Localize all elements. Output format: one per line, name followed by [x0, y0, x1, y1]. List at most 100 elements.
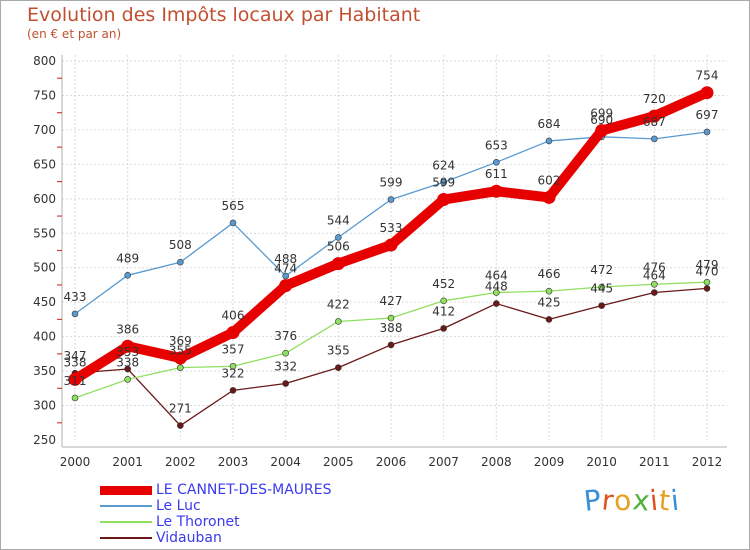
legend-label: Vidauban — [156, 530, 222, 546]
y-tick-label: 650 — [33, 157, 56, 171]
y-tick-label: 600 — [33, 192, 56, 206]
data-point-le-luc — [651, 135, 658, 143]
data-point-le-thoronet — [545, 287, 553, 295]
y-tick-label: 800 — [33, 54, 56, 68]
data-point-le-thoronet — [177, 364, 184, 371]
data-label-le-thoronet: 479 — [696, 258, 719, 272]
data-point-vidauban — [598, 302, 605, 309]
data-label-vidauban: 425 — [538, 295, 561, 309]
data-point-le-cannet-des-maures — [437, 193, 451, 207]
data-label-vidauban: 322 — [222, 366, 245, 380]
y-tick-label: 300 — [33, 399, 56, 413]
y-tick-label: 750 — [33, 88, 56, 102]
x-tick-label: 2012 — [692, 455, 723, 469]
data-label-le-luc: 599 — [380, 176, 403, 190]
data-label-vidauban: 355 — [327, 344, 350, 358]
data-point-le-cannet-des-maures — [331, 257, 345, 271]
data-point-vidauban — [124, 365, 131, 373]
data-point-le-cannet-des-maures — [226, 326, 240, 340]
data-label-le-cannet-des-maures: 754 — [696, 69, 719, 83]
legend-label: LE CANNET-DES-MAURES — [156, 482, 332, 498]
data-label-le-luc: 690 — [590, 113, 613, 127]
data-label-vidauban: 332 — [274, 359, 297, 373]
data-label-vidauban: 347 — [64, 349, 87, 363]
data-point-le-luc — [545, 137, 553, 145]
data-label-vidauban: 470 — [696, 264, 719, 278]
y-tick-label: 450 — [33, 295, 56, 309]
data-label-le-luc: 565 — [222, 199, 245, 213]
data-label-vidauban: 445 — [590, 282, 613, 296]
data-label-le-cannet-des-maures: 699 — [590, 107, 613, 121]
data-point-vidauban — [282, 380, 289, 387]
data-point-le-cannet-des-maures — [595, 124, 609, 138]
data-point-vidauban — [703, 285, 711, 292]
data-point-le-cannet-des-maures — [489, 184, 503, 198]
y-tick-label: 350 — [33, 364, 56, 378]
x-tick-label: 2009 — [534, 455, 565, 469]
data-point-le-luc — [124, 272, 131, 279]
data-label-le-cannet-des-maures: 533 — [380, 221, 403, 235]
data-point-le-luc — [71, 310, 79, 318]
data-label-vidauban: 353 — [116, 345, 139, 359]
proxiti-logo: Proxiti — [582, 483, 681, 518]
data-point-le-thoronet — [598, 283, 605, 291]
data-label-le-cannet-des-maures: 338 — [64, 355, 87, 369]
x-tick-label: 2003 — [218, 455, 249, 469]
x-tick-label: 2006 — [376, 455, 407, 469]
data-point-vidauban — [440, 325, 447, 332]
data-point-le-cannet-des-maures — [700, 86, 714, 100]
data-label-le-luc: 488 — [274, 252, 297, 266]
data-point-le-thoronet — [124, 376, 131, 383]
chart-title: Evolution des Impôts locaux par Habitant — [27, 4, 421, 26]
data-label-le-thoronet: 376 — [274, 329, 297, 343]
data-point-le-luc — [335, 234, 342, 241]
data-label-le-thoronet: 338 — [116, 355, 139, 369]
chart-subtitle: (en € et par an) — [27, 27, 122, 41]
data-point-vidauban — [387, 341, 395, 349]
legend-swatch — [100, 505, 152, 507]
data-label-le-cannet-des-maures: 386 — [116, 322, 139, 336]
data-label-le-thoronet: 476 — [643, 260, 666, 274]
y-tick-label: 700 — [33, 123, 56, 137]
x-tick-label: 2008 — [481, 455, 512, 469]
data-point-le-luc — [440, 178, 447, 186]
data-point-le-cannet-des-maures — [121, 339, 135, 353]
data-label-le-cannet-des-maures: 599 — [432, 176, 455, 190]
data-label-vidauban: 412 — [432, 304, 455, 318]
data-label-le-luc: 624 — [432, 158, 455, 172]
data-point-le-cannet-des-maures — [647, 109, 661, 123]
data-point-le-thoronet — [440, 297, 447, 305]
data-label-le-cannet-des-maures: 474 — [274, 262, 297, 276]
data-point-vidauban — [177, 422, 184, 429]
data-point-le-cannet-des-maures — [542, 190, 556, 204]
data-point-le-luc — [282, 272, 289, 280]
data-point-vidauban — [651, 289, 658, 296]
data-label-le-luc: 508 — [169, 238, 192, 252]
data-label-le-thoronet: 427 — [380, 294, 403, 308]
data-label-le-cannet-des-maures: 602 — [538, 173, 561, 187]
data-point-le-thoronet — [387, 314, 395, 322]
data-point-le-cannet-des-maures — [173, 351, 187, 365]
legend-swatch — [100, 521, 152, 523]
data-point-le-cannet-des-maures — [279, 279, 293, 293]
x-tick-label: 2001 — [112, 455, 143, 469]
data-point-vidauban — [229, 387, 237, 394]
x-tick-label: 2005 — [323, 455, 354, 469]
data-label-vidauban: 448 — [485, 280, 508, 294]
data-label-le-luc: 653 — [485, 138, 508, 152]
data-label-vidauban: 271 — [169, 402, 192, 416]
x-tick-label: 2004 — [270, 455, 301, 469]
data-label-le-luc: 684 — [538, 117, 561, 131]
data-label-le-luc: 544 — [327, 213, 350, 227]
y-tick-label: 250 — [33, 433, 56, 447]
data-point-le-luc — [177, 258, 184, 266]
data-label-le-luc: 489 — [116, 251, 139, 265]
data-point-le-luc — [229, 219, 237, 227]
data-label-le-thoronet: 464 — [485, 269, 508, 283]
data-point-le-luc — [703, 128, 711, 136]
plot-area — [62, 55, 727, 447]
y-tick-label: 550 — [33, 226, 56, 240]
data-label-le-cannet-des-maures: 369 — [169, 334, 192, 348]
data-point-le-thoronet — [71, 394, 79, 402]
data-label-le-cannet-des-maures: 611 — [485, 167, 508, 181]
